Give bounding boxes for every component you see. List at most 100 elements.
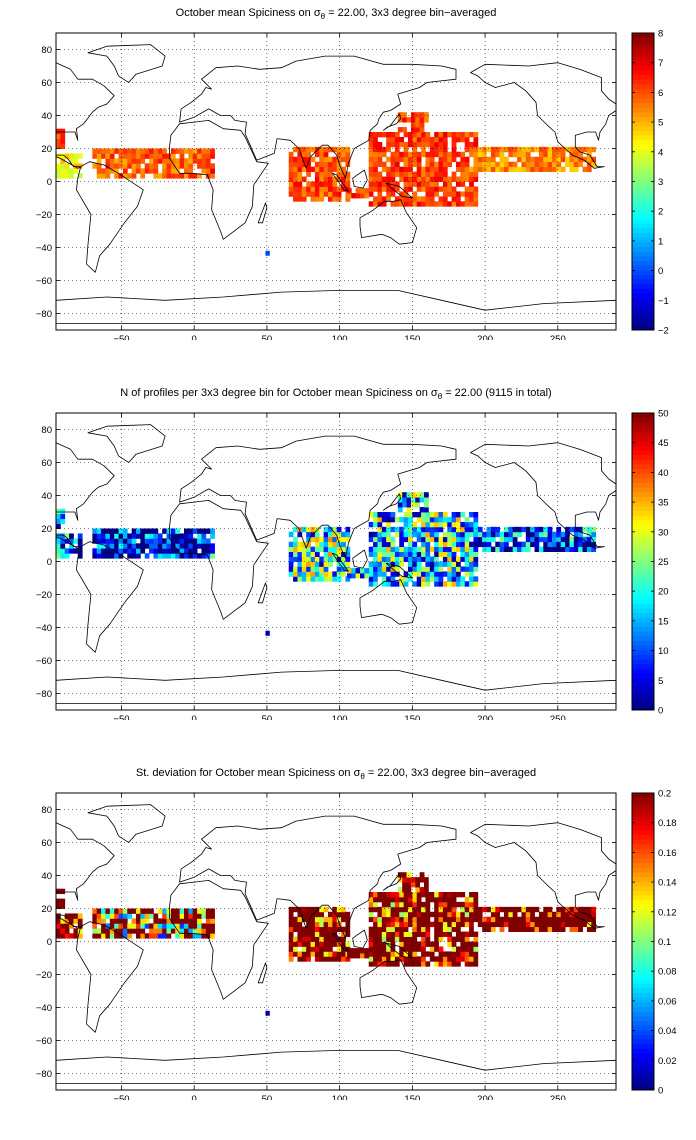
- data-cell: [412, 561, 418, 567]
- data-cell: [530, 906, 535, 913]
- data-cell: [201, 908, 207, 914]
- data-cell: [495, 531, 501, 538]
- data-cell: [499, 151, 505, 158]
- data-cell: [495, 151, 501, 158]
- data-cell: [425, 536, 431, 543]
- data-cell: [438, 166, 444, 172]
- data-cell: [92, 913, 98, 919]
- data-cell: [412, 551, 418, 557]
- data-cell: [323, 951, 329, 957]
- data-cell: [288, 906, 294, 913]
- data-cell: [451, 531, 457, 538]
- data-cell: [412, 911, 418, 918]
- data-cell: [434, 566, 439, 572]
- data-cell: [469, 896, 474, 903]
- data-cell: [114, 533, 119, 539]
- data-cell: [582, 166, 588, 172]
- data-cell: [205, 923, 211, 929]
- data-cell: [368, 571, 374, 577]
- data-cell: [556, 916, 562, 923]
- data-cell: [96, 933, 102, 939]
- data-cell: [314, 186, 320, 192]
- data-cell: [525, 161, 531, 168]
- data-cell: [101, 168, 106, 174]
- data-cell: [582, 916, 588, 923]
- colorbar-swatch: [632, 292, 654, 299]
- data-cell: [136, 548, 141, 554]
- data-cell: [406, 872, 412, 878]
- colorbar-swatch: [632, 510, 654, 516]
- data-cell: [399, 896, 405, 903]
- data-cell: [560, 166, 566, 172]
- data-cell: [408, 941, 413, 947]
- data-cell: [438, 546, 444, 552]
- colorbar-swatch: [632, 909, 654, 915]
- data-cell: [377, 911, 383, 918]
- data-cell: [293, 161, 298, 168]
- data-cell: [368, 512, 374, 518]
- data-cell: [552, 146, 557, 153]
- data-cell: [373, 166, 378, 172]
- data-cell: [473, 521, 479, 528]
- data-cell: [390, 911, 396, 918]
- data-cell: [341, 151, 346, 158]
- data-cell: [323, 551, 329, 557]
- data-cell: [60, 513, 66, 519]
- data-cell: [425, 556, 431, 562]
- data-cell: [408, 536, 413, 543]
- colorbar-swatch: [632, 556, 654, 562]
- data-cell: [582, 156, 588, 163]
- data-cell: [419, 492, 425, 498]
- data-cell: [96, 148, 102, 154]
- data-cell: [408, 892, 413, 898]
- data-cell: [408, 181, 413, 187]
- data-cell: [447, 941, 453, 947]
- data-cell: [560, 156, 566, 163]
- data-cell: [421, 521, 426, 528]
- data-cell: [288, 546, 294, 552]
- data-cell: [451, 541, 457, 548]
- data-cell: [447, 931, 453, 937]
- data-cell: [201, 158, 207, 164]
- data-cell: [442, 171, 448, 177]
- data-cell: [314, 151, 320, 158]
- coastline: [352, 929, 368, 949]
- data-cell: [447, 531, 453, 538]
- data-cell: [482, 151, 487, 158]
- data-cell: [96, 543, 102, 549]
- data-cell: [451, 141, 457, 148]
- data-cell: [310, 566, 316, 572]
- data-cell: [399, 526, 405, 533]
- data-cell: [473, 141, 479, 148]
- data-cell: [508, 526, 514, 533]
- data-cell: [64, 928, 70, 934]
- data-cell: [399, 921, 405, 928]
- x-tick-label: −50: [113, 714, 129, 720]
- data-cell: [460, 946, 466, 952]
- data-cell: [451, 941, 457, 947]
- data-cell: [162, 543, 167, 549]
- colorbar-swatch: [632, 56, 654, 62]
- data-cell: [424, 877, 429, 883]
- data-cell: [512, 911, 518, 918]
- data-cell: [547, 161, 553, 168]
- data-cell: [421, 941, 426, 947]
- data-cell: [210, 913, 215, 919]
- data-cell: [118, 543, 124, 549]
- colorbar-swatch: [632, 176, 654, 182]
- data-cell: [301, 576, 307, 582]
- data-cell: [345, 181, 351, 187]
- data-cell: [451, 916, 457, 923]
- data-cell: [415, 887, 421, 893]
- data-cell: [421, 951, 426, 957]
- data-cell: [377, 132, 383, 138]
- data-cell: [416, 136, 422, 143]
- data-cell: [64, 548, 70, 554]
- data-cell: [403, 901, 409, 908]
- data-cell: [314, 571, 320, 577]
- data-cell: [381, 181, 387, 187]
- data-cell: [408, 921, 413, 928]
- data-cell: [425, 156, 431, 163]
- data-cell: [442, 926, 448, 932]
- data-cell: [390, 136, 396, 143]
